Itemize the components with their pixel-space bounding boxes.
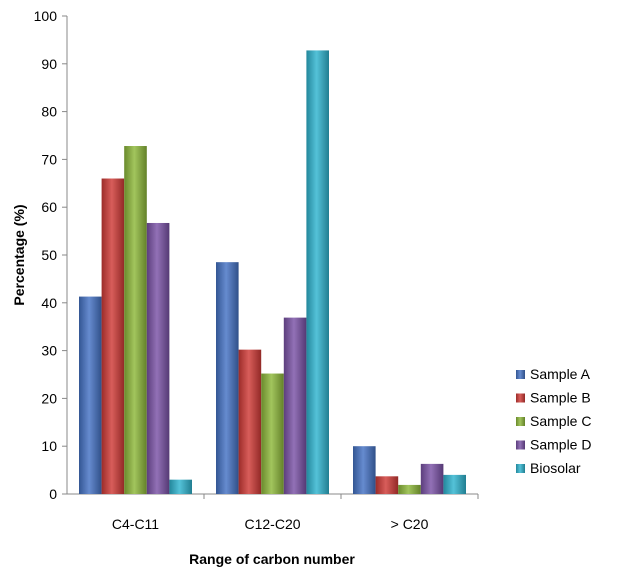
y-tick-label: 90 (41, 56, 57, 72)
bar-sample-a-1 (216, 262, 239, 494)
y-tick-label: 80 (41, 104, 57, 120)
legend-label: Sample D (530, 437, 591, 453)
y-axis-ticks: 0 10 20 30 40 50 60 70 80 90 100 (34, 8, 67, 502)
bars (79, 50, 466, 495)
bar-sample-b-2 (375, 476, 399, 494)
bar-sample-b-1 (238, 349, 262, 494)
legend-swatch (516, 370, 525, 379)
legend-label: Sample B (530, 390, 591, 406)
x-axis-title: Range of carbon number (189, 551, 355, 567)
bar-biosolar-0 (169, 479, 192, 494)
y-tick-label: 30 (41, 343, 57, 359)
bar-sample-a-2 (353, 446, 376, 494)
legend-swatch (516, 464, 525, 473)
bar-biosolar-1 (306, 50, 329, 494)
y-tick-label: 50 (41, 247, 57, 263)
legend-label: Sample A (530, 366, 591, 382)
y-tick-label: 0 (49, 486, 57, 502)
x-axis-ticks: C4-C11 C12-C20 > C20 (112, 494, 479, 532)
legend-swatch (516, 417, 525, 426)
y-tick-label: 40 (41, 295, 57, 311)
y-tick-label: 100 (34, 8, 58, 24)
legend-swatch (516, 393, 525, 403)
bar-sample-d-2 (420, 463, 444, 494)
bar-biosolar-2 (443, 474, 466, 494)
y-tick-label: 60 (41, 199, 57, 215)
y-axis-title: Percentage (%) (11, 204, 27, 305)
x-tick-label: C4-C11 (112, 516, 159, 532)
bar-sample-d-1 (283, 317, 307, 494)
y-tick-label: 70 (41, 151, 57, 167)
bar-sample-c-0 (124, 146, 147, 495)
legend-label: Biosolar (530, 460, 581, 476)
x-tick-label: C12-C20 (244, 516, 300, 532)
x-tick-label: > C20 (391, 516, 429, 532)
legend: Sample A Sample B Sample C Sample D Biosolar (516, 366, 591, 476)
bar-sample-c-2 (398, 484, 421, 494)
legend-label: Sample C (530, 413, 591, 429)
bar-sample-a-0 (79, 296, 102, 494)
legend-swatch (516, 440, 525, 450)
bar-sample-c-1 (261, 373, 284, 494)
bar-sample-d-0 (146, 222, 170, 494)
y-tick-label: 10 (41, 438, 57, 454)
bar-sample-b-0 (101, 178, 125, 494)
y-tick-label: 20 (41, 390, 57, 406)
